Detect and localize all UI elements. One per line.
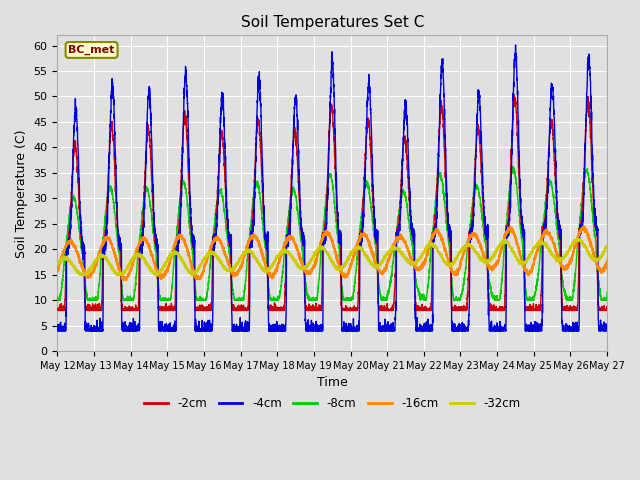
Y-axis label: Soil Temperature (C): Soil Temperature (C) xyxy=(15,129,28,257)
Title: Soil Temperatures Set C: Soil Temperatures Set C xyxy=(241,15,424,30)
X-axis label: Time: Time xyxy=(317,376,348,389)
Text: BC_met: BC_met xyxy=(68,45,115,55)
Legend: -2cm, -4cm, -8cm, -16cm, -32cm: -2cm, -4cm, -8cm, -16cm, -32cm xyxy=(140,392,525,415)
